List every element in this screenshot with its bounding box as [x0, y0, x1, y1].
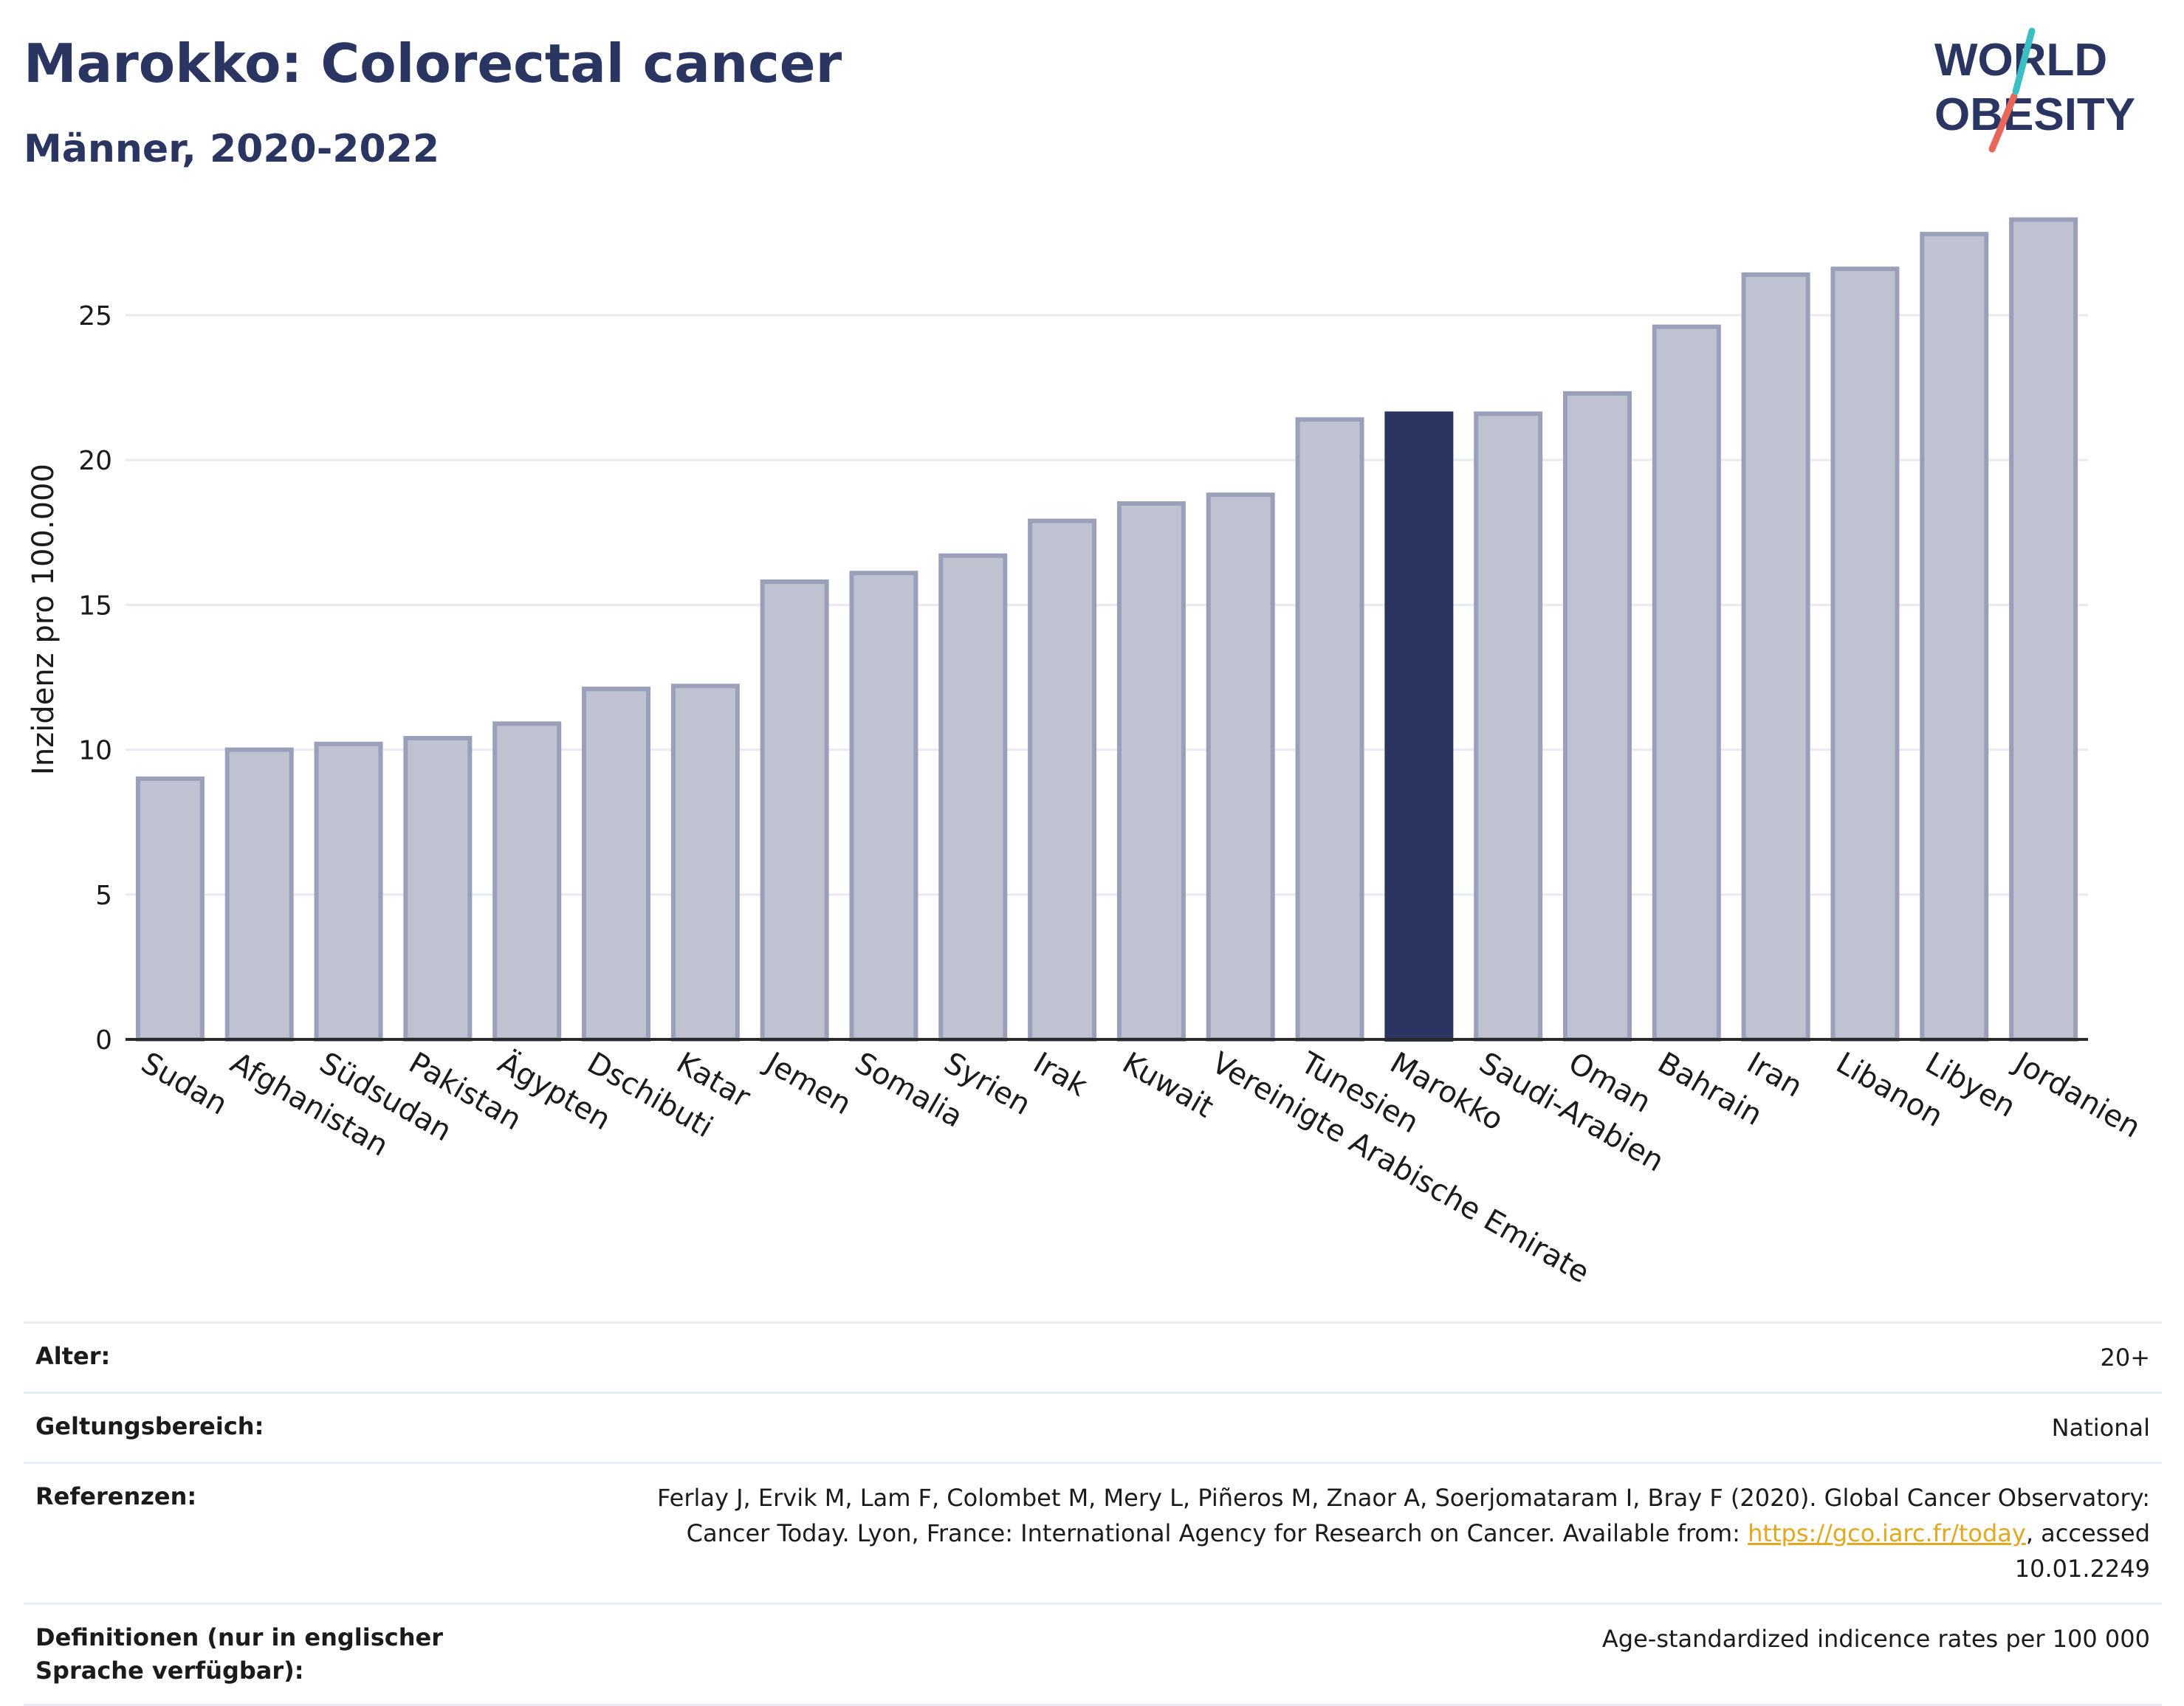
- references-label: Referenzen:: [35, 1482, 197, 1510]
- bar: [670, 684, 740, 1042]
- page-subtitle: Männer, 2020-2022: [24, 127, 440, 171]
- references-value: Ferlay J, Ervik M, Lam F, Colombet M, Me…: [600, 1480, 2150, 1586]
- scope-label: Geltungsbereich:: [35, 1412, 264, 1440]
- y-tick-label: 5: [95, 881, 112, 911]
- bar: [938, 553, 1008, 1042]
- bar: [1920, 232, 1989, 1042]
- bar: [1830, 266, 1900, 1042]
- bar: [314, 741, 383, 1042]
- y-tick-label: 0: [95, 1025, 112, 1056]
- y-tick-label: 15: [78, 591, 112, 621]
- bar: [1028, 518, 1097, 1042]
- svg-text:OBESITY: OBESITY: [1934, 89, 2135, 140]
- bar: [1116, 501, 1186, 1042]
- bar: [849, 571, 918, 1042]
- bar: [582, 687, 650, 1042]
- x-tick-label: Jordanien: [2007, 1045, 2146, 1145]
- meta-row-age: Alter: 20+: [24, 1321, 2162, 1392]
- meta-row-definitions: Definitionen (nur in englischer Sprache …: [24, 1603, 2162, 1706]
- page-title: Marokko: Colorectal cancer: [24, 32, 842, 94]
- meta-row-scope: Geltungsbereich: National: [24, 1392, 2162, 1462]
- x-tick-label: Jemen: [758, 1045, 857, 1121]
- scope-value: National: [2051, 1414, 2150, 1442]
- x-tick-label: Kuwait: [1116, 1046, 1219, 1125]
- bar: [1474, 411, 1543, 1042]
- definitions-label: Definitionen (nur in englischer Sprache …: [35, 1623, 443, 1685]
- references-text: Ferlay J, Ervik M, Lam F, Colombet M, Me…: [657, 1484, 2150, 1547]
- age-label: Alter:: [35, 1342, 111, 1370]
- bar: [1652, 324, 1721, 1042]
- y-tick-label: 25: [78, 301, 112, 331]
- references-accessed: , accessed 10.01.2249: [2014, 1519, 2150, 1583]
- bar: [135, 776, 205, 1042]
- bar: [403, 735, 473, 1042]
- bar: [492, 721, 562, 1042]
- bar: [224, 747, 294, 1042]
- bar: [1741, 272, 1810, 1042]
- metadata-table: Alter: 20+ Geltungsbereich: National Ref…: [24, 1321, 2162, 1706]
- bar: [2009, 217, 2078, 1042]
- x-tick-label: Irak: [1028, 1046, 1093, 1104]
- meta-row-references: Referenzen: Ferlay J, Ervik M, Lam F, Co…: [24, 1462, 2162, 1603]
- bar: [1384, 411, 1454, 1042]
- age-value: 20+: [2100, 1344, 2150, 1372]
- y-axis-label: Inzidenz pro 100.000: [27, 464, 61, 775]
- references-link[interactable]: https://gco.iarc.fr/today: [1748, 1519, 2026, 1547]
- bar: [760, 579, 829, 1042]
- bar: [1295, 417, 1364, 1042]
- y-tick-label: 10: [78, 736, 112, 766]
- y-tick-label: 20: [78, 446, 112, 476]
- bar: [1206, 492, 1275, 1042]
- definitions-value: Age-standardized indicence rates per 100…: [1601, 1625, 2150, 1653]
- x-tick-label: Sudan: [135, 1046, 233, 1122]
- world-obesity-logo: WORLD OBESITY: [1934, 27, 2135, 153]
- bar: [1563, 391, 1632, 1042]
